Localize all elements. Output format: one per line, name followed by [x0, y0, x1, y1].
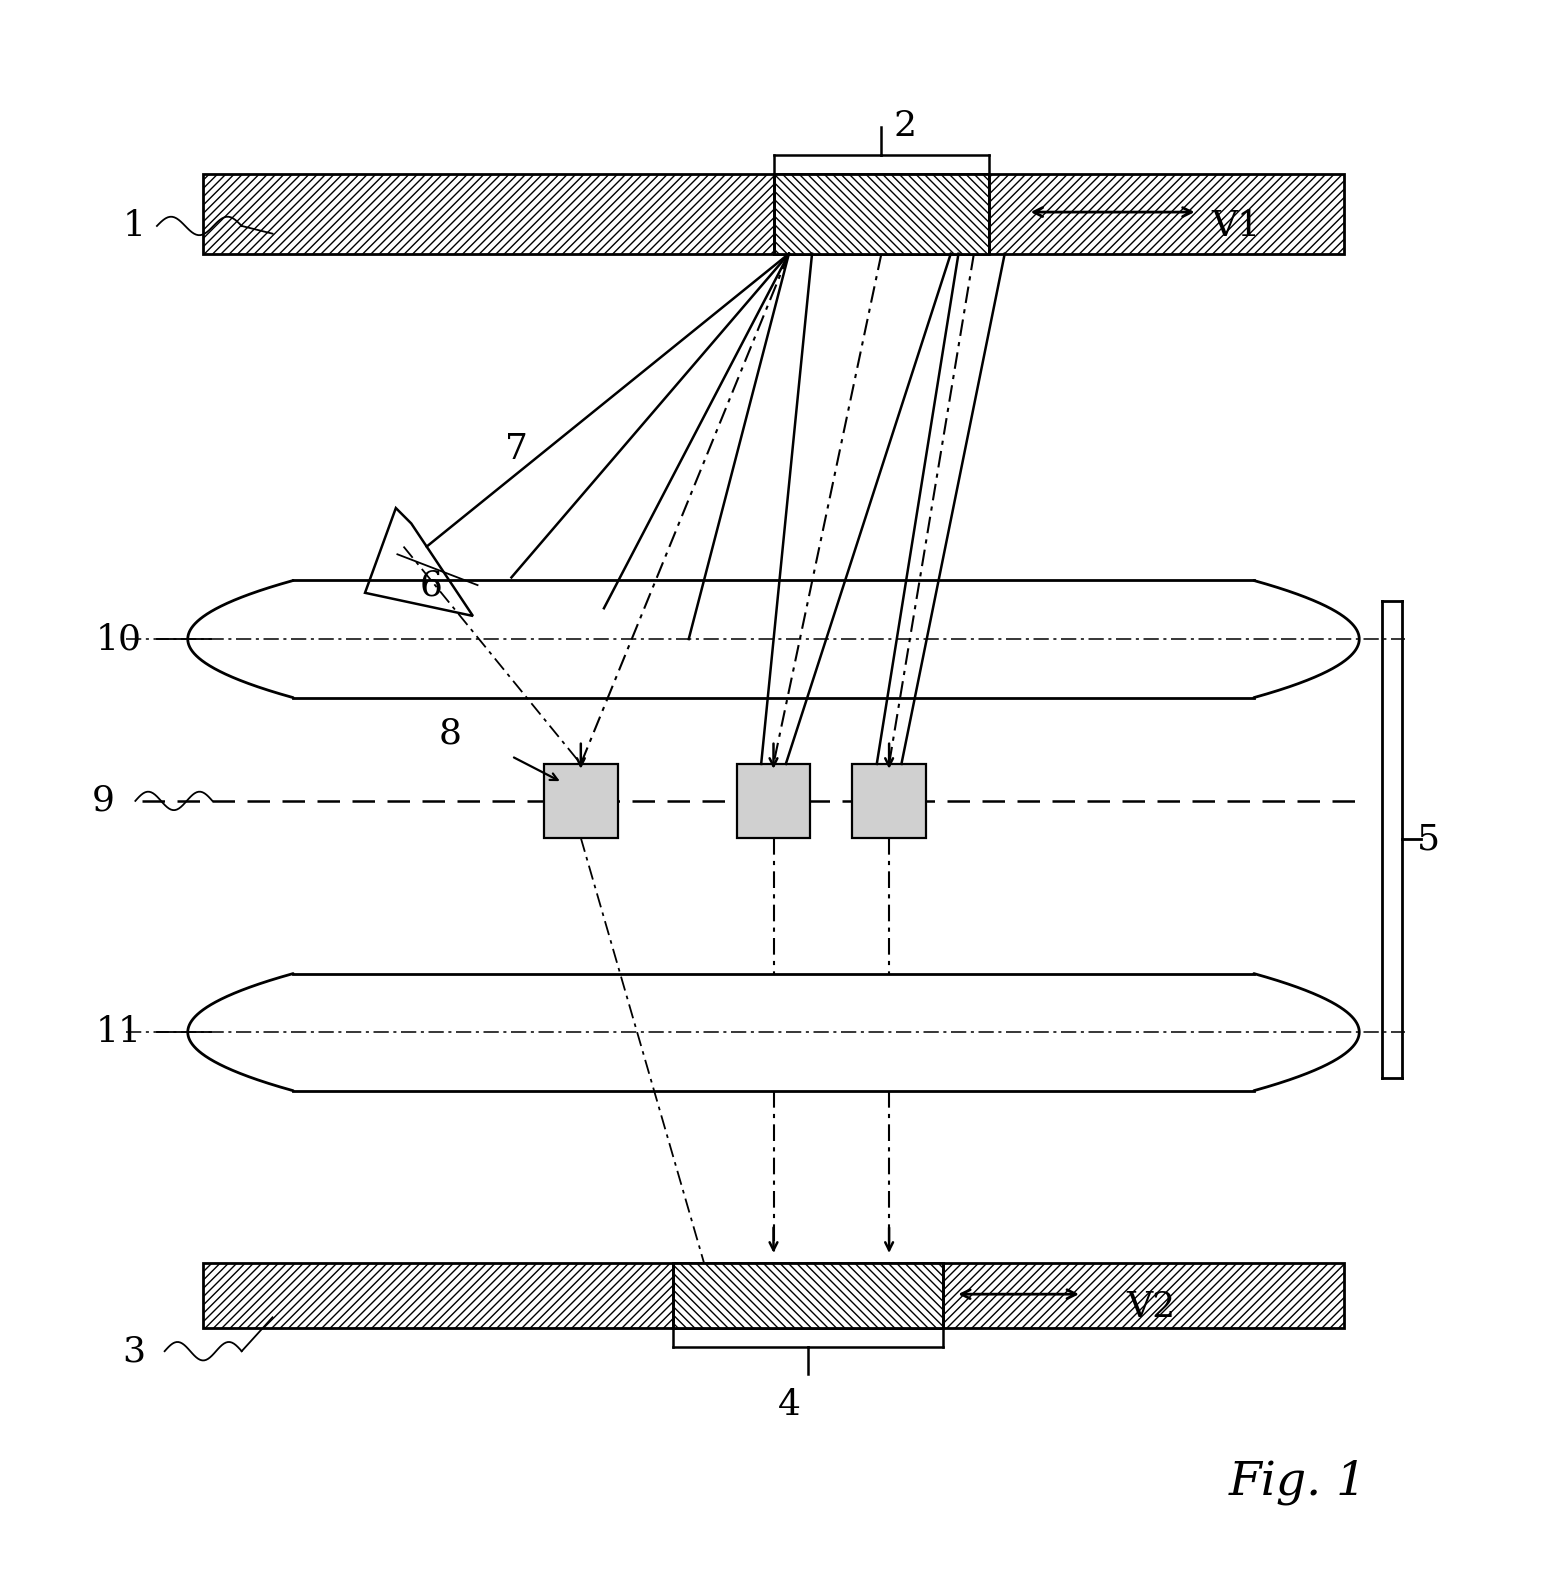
Text: 8: 8 [438, 716, 461, 749]
Text: 5: 5 [1417, 823, 1440, 856]
Text: 6: 6 [419, 569, 442, 602]
Text: 3: 3 [122, 1334, 145, 1368]
Bar [736, 764, 811, 837]
Text: V1: V1 [1211, 209, 1261, 244]
Text: 10: 10 [96, 622, 141, 657]
Text: 9: 9 [91, 784, 114, 818]
Text: 7: 7 [504, 432, 528, 467]
Bar [203, 173, 1344, 253]
Bar [545, 764, 617, 837]
Text: Fig. 1: Fig. 1 [1228, 1459, 1366, 1505]
Bar [852, 764, 927, 837]
Text: V2: V2 [1126, 1290, 1176, 1323]
Text: 11: 11 [96, 1015, 141, 1049]
Text: 1: 1 [122, 209, 145, 244]
Bar [774, 173, 989, 253]
Text: 2: 2 [893, 108, 916, 143]
Bar [673, 1263, 944, 1327]
Bar [203, 1263, 1344, 1327]
Text: 4: 4 [778, 1389, 800, 1422]
